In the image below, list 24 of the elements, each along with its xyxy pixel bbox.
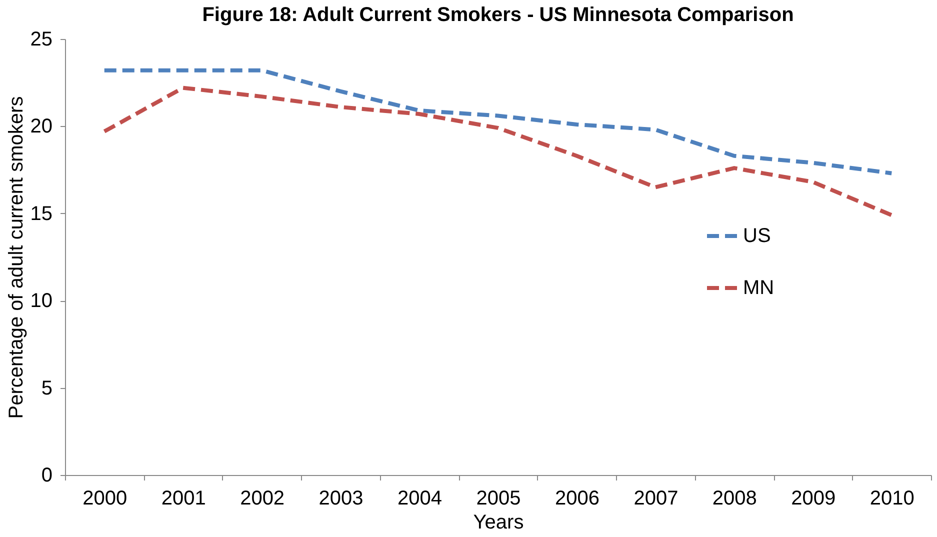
chart-title: Figure 18: Adult Current Smokers - US Minnesota Comparison [202,4,794,26]
line-series [102,68,894,176]
x-tick-label: 2008 [712,488,757,510]
y-tick-label: 20 [30,116,52,138]
x-tick-label: 2005 [476,488,521,510]
y-tick-label: 0 [41,464,52,486]
y-tick-label: 5 [41,377,52,400]
x-tick-label: 2009 [791,488,836,510]
y-axis-title: Percentage of adult current smokers [5,96,28,419]
x-tick-label: 2003 [318,488,364,510]
legend-label: US [743,225,771,247]
x-tick-label: 2002 [240,488,285,510]
x-tick-label: 2000 [82,488,128,510]
x-tick-label: 2004 [398,488,442,510]
legend-label: MN [743,277,774,299]
line-series [102,86,894,218]
x-tick-label: 2007 [634,488,678,510]
x-axis-title: Years [473,512,524,534]
y-tick-label: 10 [30,290,52,312]
x-tick-label: 2006 [554,488,600,510]
y-tick-label: 25 [30,28,52,50]
x-tick-label: 2010 [870,488,914,510]
x-tick-label: 2001 [161,488,206,510]
y-tick-label: 15 [30,202,52,225]
